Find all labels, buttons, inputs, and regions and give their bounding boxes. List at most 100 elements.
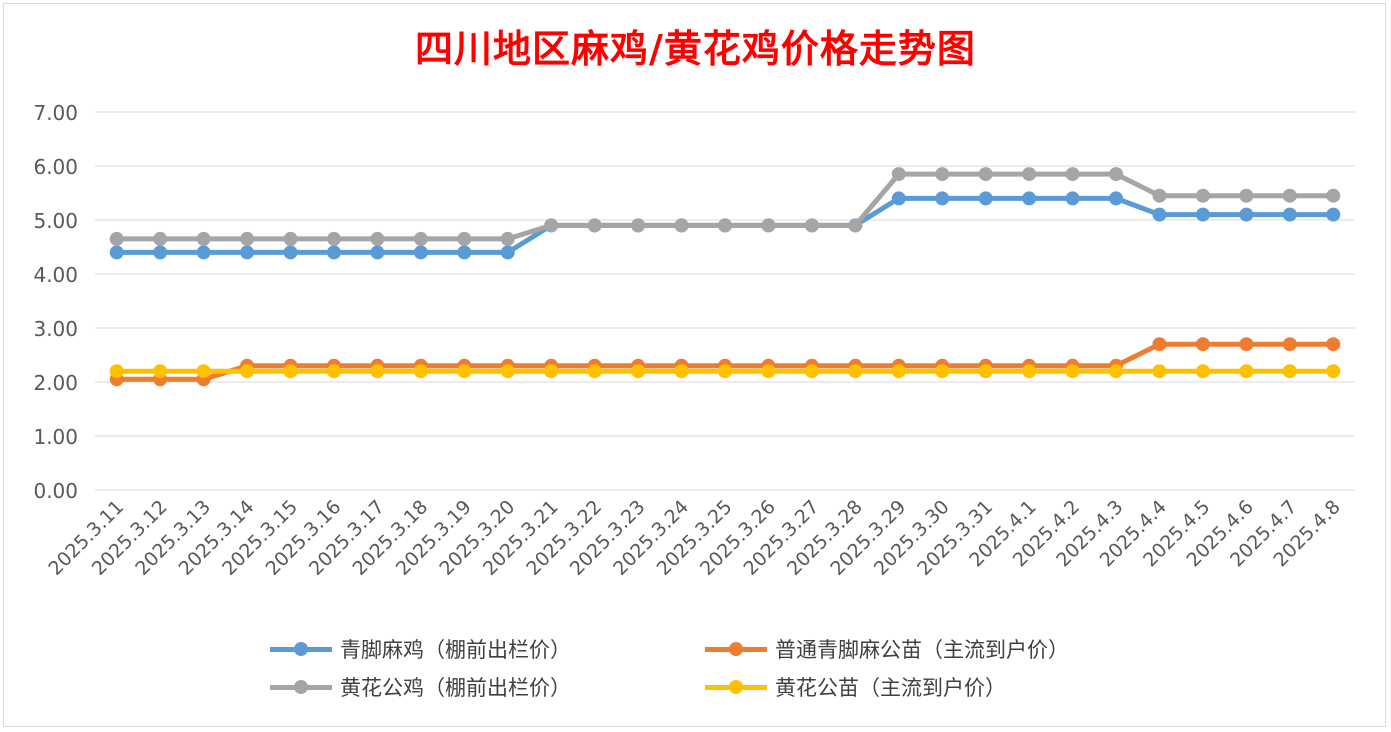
chart-title: 四川地区麻鸡/黄花鸡价格走势图	[415, 26, 976, 71]
data-point	[1109, 364, 1124, 379]
data-point	[1109, 167, 1124, 182]
data-point	[370, 364, 385, 379]
data-point	[1022, 167, 1037, 182]
data-point	[674, 218, 689, 233]
legend-item-series-1: 青脚麻鸡（棚前出栏价）	[270, 634, 571, 664]
data-point	[761, 218, 776, 233]
data-point	[240, 245, 255, 260]
data-point	[587, 364, 602, 379]
legend-item-series-3: 黄花公鸡（棚前出栏价）	[270, 672, 571, 702]
data-point	[1326, 364, 1341, 379]
data-point	[326, 231, 341, 246]
data-point	[283, 245, 298, 260]
data-point	[109, 231, 124, 246]
data-point	[1239, 364, 1254, 379]
data-point	[674, 364, 689, 379]
data-point	[370, 231, 385, 246]
data-point	[109, 364, 124, 379]
data-point	[1152, 337, 1167, 352]
legend-label: 黄花公苗（主流到户价）	[775, 676, 1006, 700]
legend-label: 黄花公鸡（棚前出栏价）	[340, 676, 571, 700]
data-point	[457, 245, 472, 260]
data-point	[1022, 191, 1037, 206]
legend-marker	[705, 639, 767, 659]
data-point	[1239, 207, 1254, 222]
data-point	[326, 364, 341, 379]
data-point	[891, 167, 906, 182]
data-point	[1152, 364, 1167, 379]
legend-item-series-2: 普通青脚麻公苗（主流到户价）	[705, 634, 1069, 664]
y-tick-label: 1.00	[33, 425, 78, 449]
data-point	[1152, 188, 1167, 203]
y-tick-label: 5.00	[33, 209, 78, 233]
data-point	[935, 191, 950, 206]
legend-marker	[705, 677, 767, 697]
data-point	[978, 364, 993, 379]
data-point	[283, 364, 298, 379]
legend-marker	[270, 639, 332, 659]
data-point	[196, 364, 211, 379]
data-point	[413, 364, 428, 379]
data-point	[891, 364, 906, 379]
data-point	[1195, 188, 1210, 203]
data-point	[500, 364, 515, 379]
data-point	[544, 364, 559, 379]
y-tick-label: 2.00	[33, 371, 78, 395]
data-point	[804, 364, 819, 379]
data-point	[1239, 188, 1254, 203]
data-point	[631, 218, 646, 233]
data-point	[718, 218, 732, 233]
data-point	[1282, 337, 1297, 352]
data-point	[848, 218, 863, 233]
data-point	[1195, 207, 1210, 222]
data-point	[1195, 337, 1210, 352]
data-point	[153, 364, 168, 379]
data-point	[935, 167, 950, 182]
data-point	[413, 231, 428, 246]
data-point	[1282, 364, 1297, 379]
data-point	[457, 231, 472, 246]
chart-legend: 青脚麻鸡（棚前出栏价） 普通青脚麻公苗（主流到户价） 黄花公鸡（棚前出栏价） 黄…	[270, 630, 1170, 710]
data-point	[1109, 191, 1124, 206]
data-point	[1065, 167, 1080, 182]
data-point	[978, 191, 993, 206]
data-point	[718, 364, 732, 379]
data-point	[1326, 188, 1341, 203]
data-point	[500, 231, 515, 246]
data-point	[761, 364, 776, 379]
data-point	[109, 245, 124, 260]
legend-item-series-4: 黄花公苗（主流到户价）	[705, 672, 1006, 702]
y-tick-label: 3.00	[33, 317, 78, 341]
data-point	[1239, 337, 1254, 352]
data-point	[848, 364, 863, 379]
data-point	[457, 364, 472, 379]
data-point	[1326, 207, 1341, 222]
data-point	[804, 218, 819, 233]
data-point	[153, 231, 168, 246]
data-point	[283, 231, 298, 246]
data-point	[500, 245, 515, 260]
data-point	[1152, 207, 1167, 222]
y-tick-label: 7.00	[33, 101, 78, 125]
data-point	[413, 245, 428, 260]
y-tick-label: 4.00	[33, 263, 78, 287]
data-point	[370, 245, 385, 260]
data-point	[1282, 188, 1297, 203]
legend-label: 青脚麻鸡（棚前出栏价）	[340, 638, 571, 662]
data-point	[240, 231, 255, 246]
data-point	[1065, 364, 1080, 379]
data-point	[935, 364, 950, 379]
y-tick-label: 0.00	[33, 479, 78, 503]
data-point	[587, 218, 602, 233]
data-point	[1195, 364, 1210, 379]
data-point	[631, 364, 646, 379]
data-point	[1282, 207, 1297, 222]
legend-label: 普通青脚麻公苗（主流到户价）	[775, 638, 1069, 662]
data-point	[153, 245, 168, 260]
data-point	[891, 191, 906, 206]
data-point	[196, 231, 211, 246]
data-point	[544, 218, 559, 233]
data-point	[1065, 191, 1080, 206]
data-point	[978, 167, 993, 182]
